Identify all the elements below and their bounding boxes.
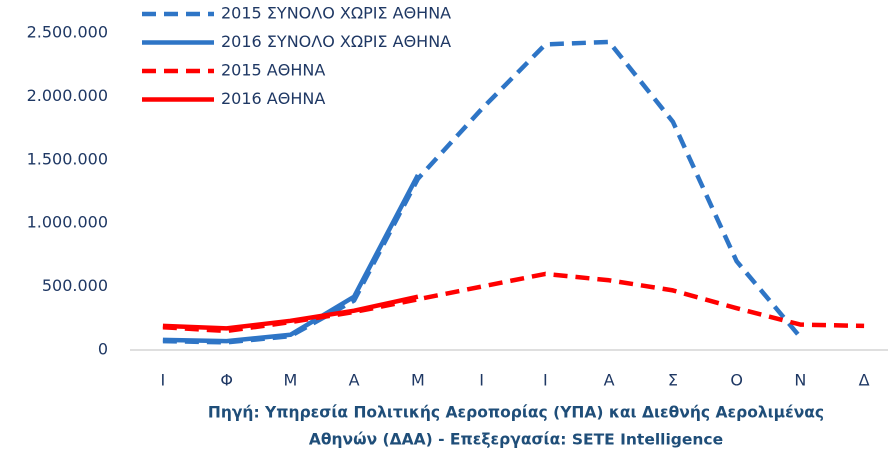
legend-label: 2015 ΣΥΝΟΛΟ ΧΩΡΙΣ ΑΘΗΝΑ [221,4,451,23]
x-tick-label: Ι [479,371,484,390]
series-line [162,39,803,345]
y-tick-label: 0 [98,340,108,359]
legend-label: 2016 ΣΥΝΟΛΟ ΧΩΡΙΣ ΑΘΗΝΑ [221,32,451,51]
x-tick-label: Δ [859,371,870,390]
x-tick-label: Φ [220,371,233,390]
y-tick-label: 500.000 [42,276,108,295]
x-tick-label: Ο [730,371,743,390]
x-tick-label: Α [604,371,615,390]
legend-label: 2015 ΑΘΗΝΑ [221,61,325,80]
x-tick-label: Μ [411,371,425,390]
series-line [162,173,420,344]
series-line [162,294,419,331]
x-tick-label: Ι [161,371,166,390]
source-line: Αθηνών (ΔΑΑ) - Επεξεργασία: SETE Intelli… [309,431,723,449]
y-tick-label: 2.500.000 [27,23,108,42]
x-tick-label: Μ [283,371,297,390]
y-tick-label: 1.000.000 [27,213,108,232]
x-tick-label: Α [349,371,360,390]
x-tick-label: Ν [794,371,806,390]
x-tick-label: Ι [543,371,548,390]
x-tick-label: Σ [668,371,678,390]
legend-label: 2016 ΑΘΗΝΑ [221,89,325,108]
source-line: Πηγή: Υπηρεσία Πολιτικής Αεροπορίας (ΥΠΑ… [208,404,824,422]
y-tick-label: 2.000.000 [27,86,108,105]
y-tick-label: 1.500.000 [27,149,108,168]
